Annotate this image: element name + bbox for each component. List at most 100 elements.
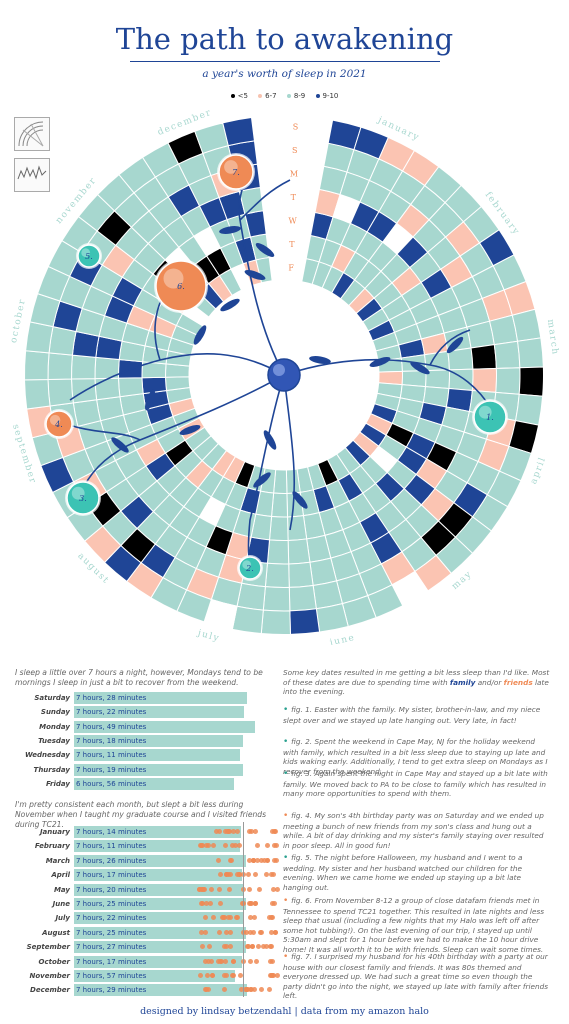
bar-row: Sunday 7 hours, 22 minutes xyxy=(15,706,275,719)
event-marker-icon[interactable] xyxy=(473,400,507,434)
day-cell xyxy=(288,584,317,612)
bar-category-label: Saturday xyxy=(34,694,70,702)
bar xyxy=(74,912,245,925)
daily-sleep-dot xyxy=(249,987,255,993)
tree-branch xyxy=(429,329,471,366)
bar-value-label: 7 hours, 26 minutes xyxy=(76,856,147,865)
notes-intro: Some key dates resulted in me getting a … xyxy=(283,668,551,697)
sleep-legend: <5 6-7 8-9 9-10 xyxy=(0,92,569,100)
marker-highlight xyxy=(49,414,61,426)
event-marker-label: 7. xyxy=(232,168,240,177)
day-cell xyxy=(94,377,121,401)
daily-sleep-dot xyxy=(203,987,209,993)
note-text: fig. 3. Again spent the night in Cape Ma… xyxy=(283,769,548,799)
bar-category-label: August xyxy=(42,928,70,937)
marker-highlight xyxy=(163,268,184,289)
daily-sleep-dot xyxy=(268,944,274,950)
bar xyxy=(74,763,244,776)
daily-sleep-dot xyxy=(250,857,256,863)
leaf-icon xyxy=(253,472,271,488)
note-text: fig. 4. My son's 4th birthday party was … xyxy=(283,811,544,850)
day-cell xyxy=(47,378,74,407)
weekday-label: S xyxy=(292,146,297,155)
daily-sleep-dot xyxy=(202,929,208,935)
notes-intro-text: Some key dates resulted in me getting a … xyxy=(283,668,550,687)
bar-category-label: May xyxy=(53,885,70,894)
monthly-intro: I'm pretty consistent each month, but sl… xyxy=(15,800,267,829)
day-cell xyxy=(315,603,349,633)
event-marker-label: 1. xyxy=(486,413,494,422)
daily-sleep-dot xyxy=(253,829,259,834)
daily-sleep-dot xyxy=(223,958,229,964)
daily-sleep-dot xyxy=(247,929,253,935)
daily-sleep-dot xyxy=(247,857,253,863)
bar-row: Wednesday 7 hours, 11 minutes xyxy=(15,749,275,762)
bar-category-label: June xyxy=(52,900,70,908)
daily-sleep-dot xyxy=(216,857,222,863)
event-marker-label: 3. xyxy=(79,494,87,503)
bar-value-label: 7 hours, 14 minutes xyxy=(76,828,147,836)
leaf-icon xyxy=(369,357,391,367)
daily-sleep-dot xyxy=(261,944,267,950)
bar-row: June 7 hours, 25 minutes xyxy=(15,898,275,910)
daily-sleep-dot xyxy=(230,829,236,834)
day-cell xyxy=(260,609,291,635)
daily-sleep-dot xyxy=(251,929,257,935)
day-cell xyxy=(518,366,544,397)
bar xyxy=(74,955,243,968)
daily-sleep-dot xyxy=(218,872,224,878)
bar-row: April 7 hours, 17 minutes xyxy=(15,869,275,882)
daily-sleep-dot xyxy=(206,944,212,950)
daily-sleep-dot xyxy=(203,958,209,964)
bar-category-label: October xyxy=(38,957,70,966)
daily-sleep-dot xyxy=(267,987,273,993)
figure-note: • fig. 5. The night before Halloween, my… xyxy=(283,853,551,892)
daily-sleep-dot xyxy=(256,944,262,950)
legend-dot-icon xyxy=(286,94,291,98)
event-marker-label: 4. xyxy=(54,420,63,429)
event-marker-icon[interactable] xyxy=(218,154,254,190)
daily-sleep-dot xyxy=(274,843,280,849)
event-marker-icon[interactable] xyxy=(238,556,262,580)
daily-sleep-dot xyxy=(205,973,211,978)
day-cell xyxy=(470,344,497,370)
day-cell xyxy=(24,378,51,410)
bar-row: Monday 7 hours, 49 minutes xyxy=(15,720,275,733)
daily-sleep-dot xyxy=(231,958,237,964)
day-cell xyxy=(25,321,54,354)
bar-value-label: 7 hours, 11 minutes xyxy=(76,842,147,851)
bar-row: July 7 hours, 22 minutes xyxy=(15,912,275,925)
daily-sleep-dot xyxy=(197,886,203,892)
event-marker-icon[interactable] xyxy=(155,260,207,312)
event-marker-icon[interactable] xyxy=(66,481,100,515)
daily-sleep-dot xyxy=(209,886,215,892)
daily-sleep-dot xyxy=(252,872,258,878)
daily-sleep-dot xyxy=(226,886,232,892)
event-marker-icon[interactable] xyxy=(45,410,73,438)
daily-sleep-dot xyxy=(258,987,264,993)
line-view-thumbnail-icon[interactable] xyxy=(14,158,50,192)
event-markers: 1. 2. 3. 4. 5. 6. 7. xyxy=(44,153,508,581)
daily-sleep-dot xyxy=(271,857,277,863)
day-cell xyxy=(495,367,521,395)
leaf-icon xyxy=(244,270,266,280)
day-cell xyxy=(118,377,144,398)
leaf-icon xyxy=(263,430,277,450)
legend-label: 6-7 xyxy=(265,92,277,100)
bar-row: October 7 hours, 17 minutes xyxy=(15,955,275,968)
event-marker-icon[interactable] xyxy=(77,244,101,268)
bar-value-label: 7 hours, 27 minutes xyxy=(76,943,147,952)
bar-category-label: February xyxy=(34,842,70,851)
daily-sleep-dot xyxy=(219,915,225,921)
notes-intro-text: and/or xyxy=(475,677,504,687)
day-cell xyxy=(231,605,264,635)
weekday-label: T xyxy=(291,193,297,202)
radial-view-thumbnail-icon[interactable] xyxy=(14,117,50,151)
daily-sleep-dot xyxy=(246,886,252,892)
daily-sleep-dot xyxy=(271,829,277,834)
daily-sleep-dot xyxy=(228,929,234,935)
month-label: july xyxy=(196,628,221,644)
daily-sleep-dot xyxy=(232,843,238,849)
daily-sleep-dot xyxy=(259,929,265,935)
bar-row: Saturday 7 hours, 28 minutes xyxy=(15,692,275,704)
